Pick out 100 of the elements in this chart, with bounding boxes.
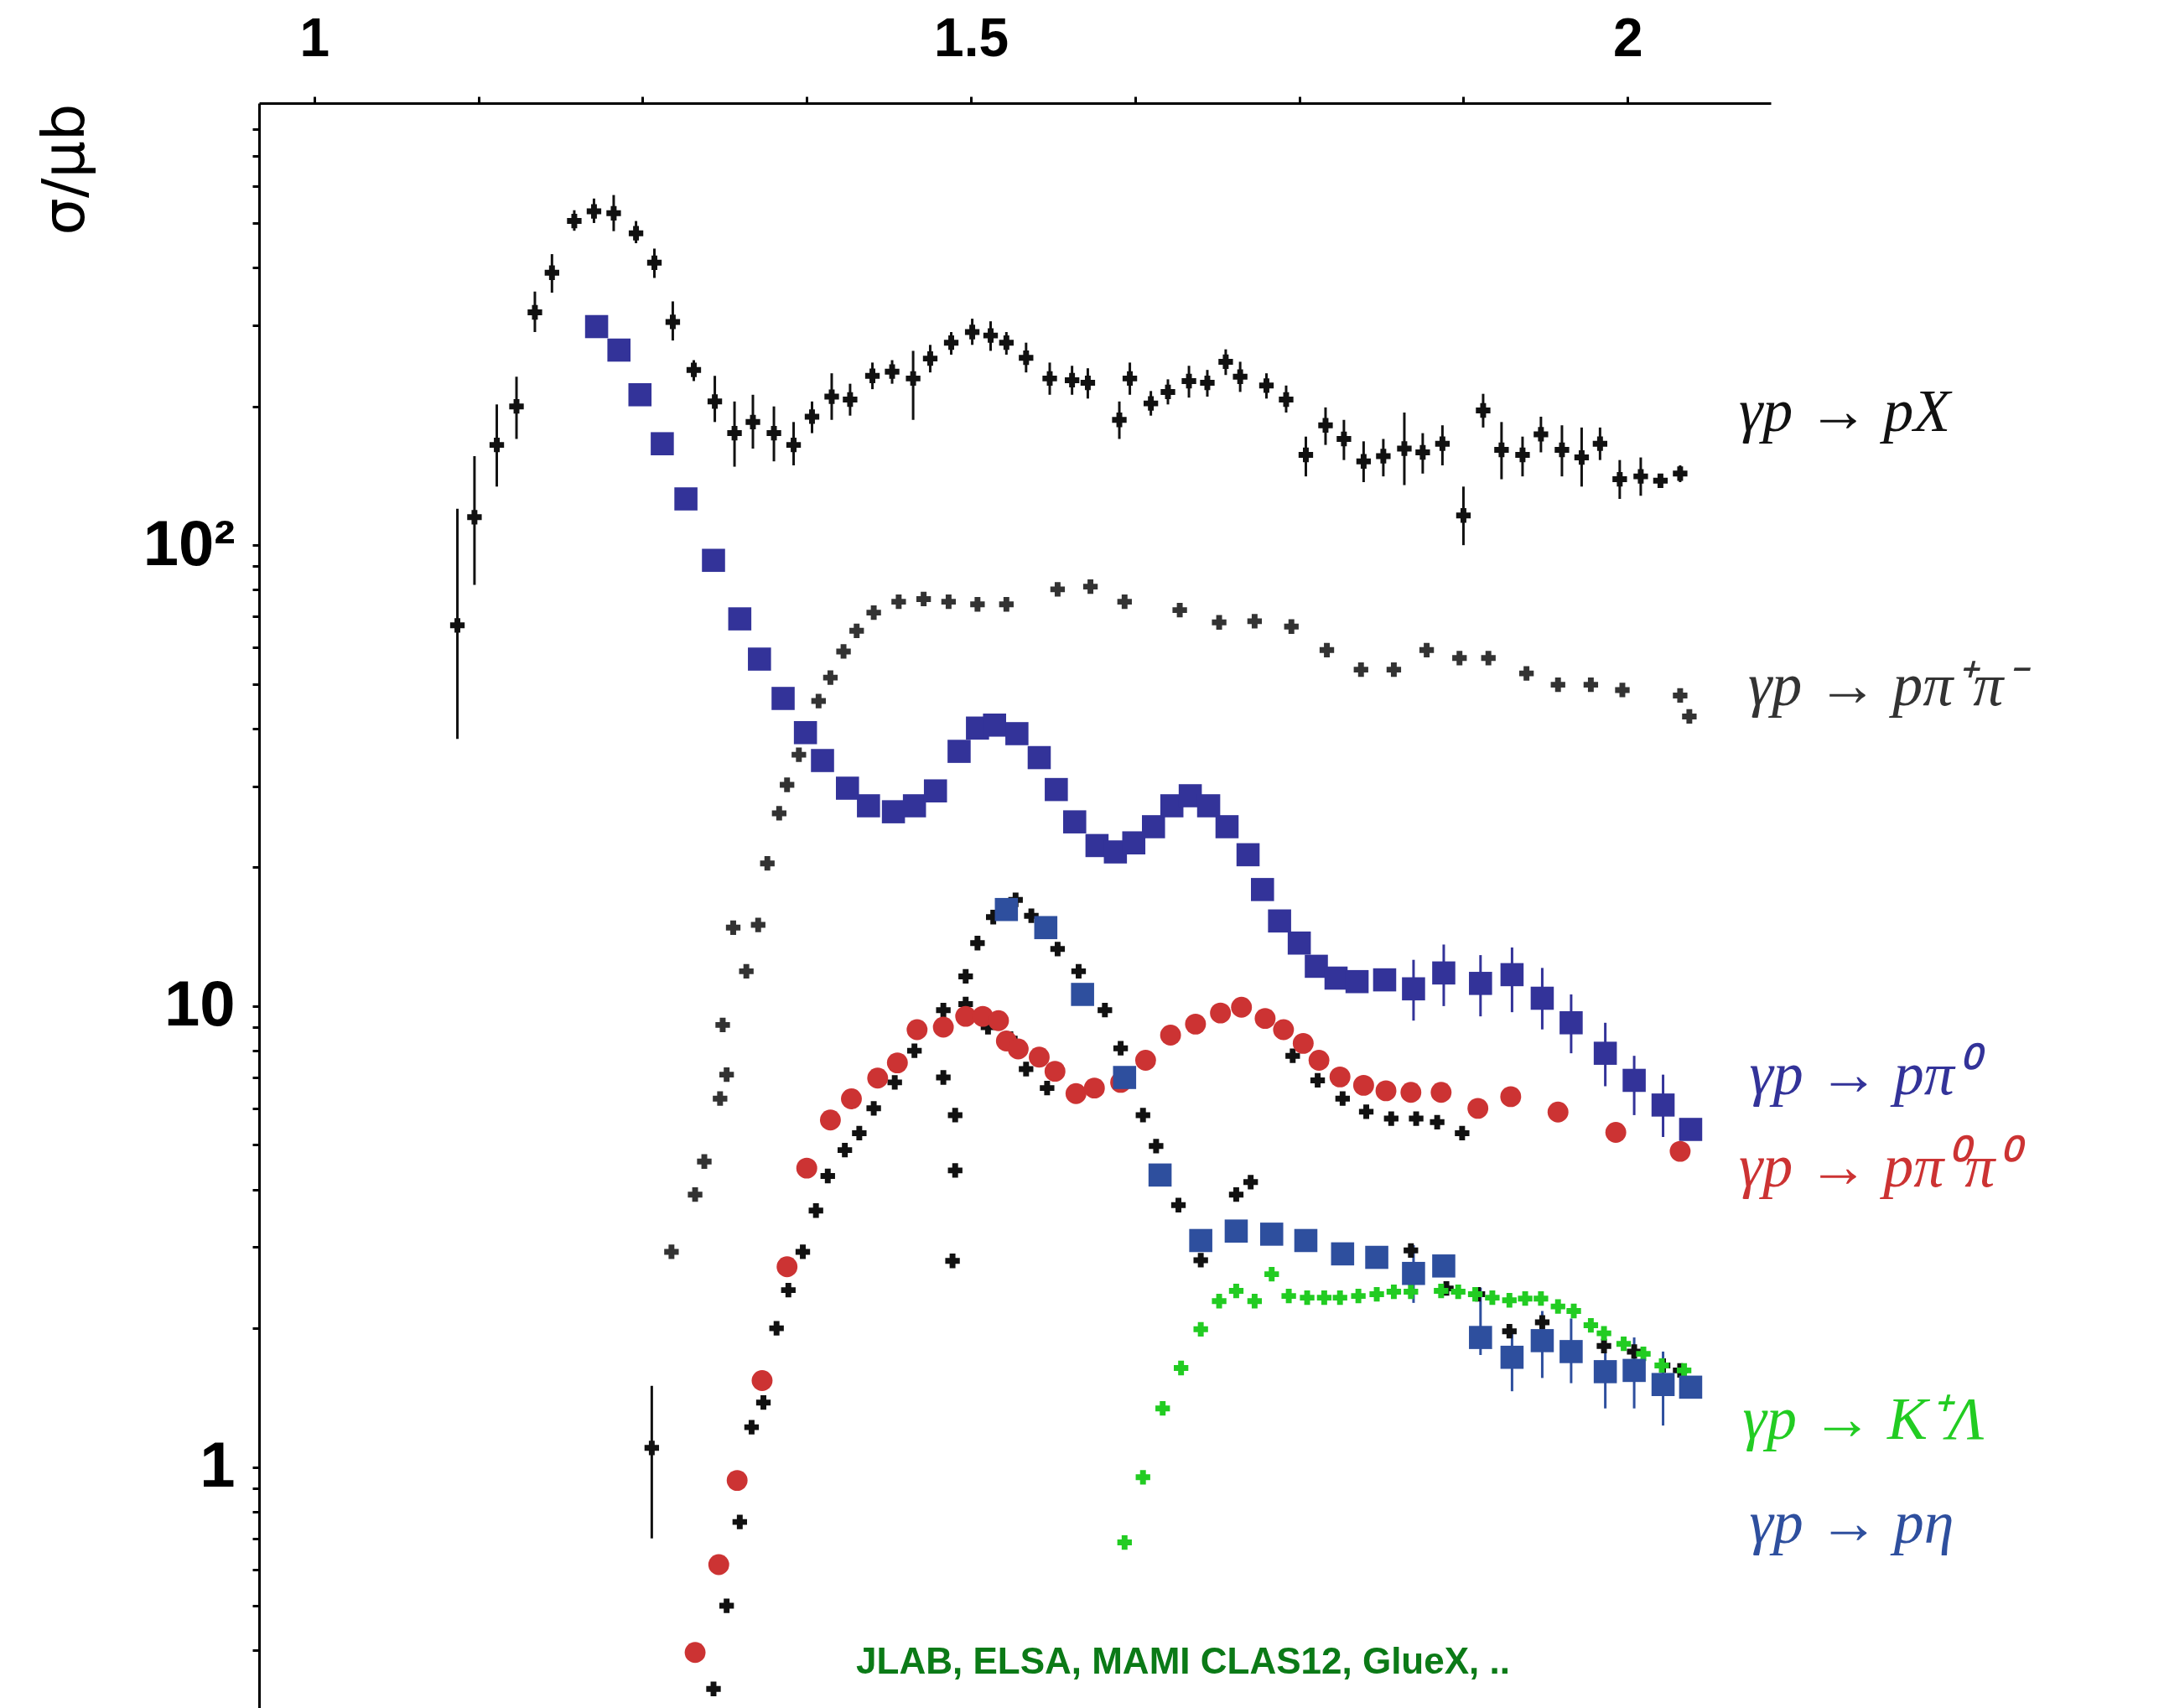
point: [739, 963, 754, 979]
point: [664, 1244, 679, 1259]
point: [1596, 1338, 1611, 1353]
point: [1224, 1219, 1248, 1243]
point: [866, 605, 881, 620]
point: [808, 1203, 823, 1218]
point: [1135, 1470, 1150, 1485]
point: [1228, 1283, 1244, 1299]
point: [1250, 878, 1274, 901]
point: [1469, 972, 1492, 995]
point: [1402, 977, 1425, 1001]
point: [1467, 1286, 1483, 1302]
point: [1071, 983, 1094, 1006]
point: [837, 1142, 853, 1158]
point: [1566, 1303, 1581, 1319]
point: [793, 720, 817, 745]
point: [1305, 954, 1328, 979]
point: [1324, 966, 1348, 990]
point: [902, 794, 926, 818]
point: [1185, 1013, 1207, 1035]
point: [1651, 1373, 1675, 1396]
point: [1019, 1062, 1034, 1077]
point: [1170, 1197, 1186, 1212]
point: [1212, 1294, 1227, 1309]
point: [1593, 1041, 1617, 1065]
point: [1550, 1299, 1565, 1314]
point: [852, 1125, 867, 1141]
point: [999, 597, 1014, 612]
series-label: γp → pX: [1738, 376, 1954, 444]
point: [771, 687, 795, 710]
point: [1210, 1002, 1232, 1024]
y-tick-label: 10²: [143, 506, 236, 579]
point: [867, 1067, 889, 1089]
point: [674, 487, 698, 511]
point: [607, 338, 631, 362]
point: [1596, 1326, 1611, 1341]
point: [841, 1088, 862, 1109]
point: [1193, 1253, 1208, 1268]
point: [760, 856, 775, 871]
point: [1040, 1080, 1055, 1096]
point: [849, 623, 864, 638]
point: [1319, 642, 1335, 657]
point: [1679, 1118, 1703, 1141]
point: [1679, 1375, 1703, 1399]
point: [750, 917, 765, 932]
point: [688, 1187, 703, 1202]
point: [1386, 1284, 1402, 1300]
point: [1329, 1066, 1351, 1088]
point: [1254, 1008, 1276, 1030]
point: [1500, 963, 1524, 987]
point: [1268, 909, 1291, 933]
point: [1172, 602, 1187, 618]
point: [1386, 662, 1402, 677]
point: [932, 1016, 954, 1038]
point: [1117, 1534, 1132, 1550]
point: [1373, 968, 1397, 992]
point: [1593, 1360, 1617, 1384]
point: [857, 794, 880, 818]
point: [1432, 1254, 1456, 1278]
point: [1332, 1290, 1347, 1306]
point: [1141, 815, 1165, 838]
point: [1316, 1290, 1332, 1306]
point: [887, 1075, 902, 1090]
point: [684, 1642, 706, 1664]
point: [1193, 1321, 1208, 1337]
point: [628, 383, 652, 407]
point: [916, 591, 932, 607]
point: [936, 1070, 951, 1085]
point: [811, 693, 826, 709]
point: [1160, 1025, 1181, 1046]
point: [1481, 651, 1496, 666]
point: [835, 776, 859, 800]
point: [1149, 1139, 1164, 1154]
point: [1212, 615, 1227, 630]
point: [1189, 1228, 1212, 1253]
point: [1353, 662, 1368, 677]
point: [947, 740, 971, 763]
point: [1550, 677, 1565, 693]
point: [1310, 1072, 1326, 1088]
series-label: γp → K⁺Λ: [1742, 1385, 1985, 1453]
point: [1044, 1061, 1066, 1082]
point: [1518, 666, 1534, 681]
y-axis-title: σ/μb: [29, 103, 98, 236]
point: [1559, 1011, 1583, 1035]
point: [751, 1370, 773, 1391]
point: [1148, 1163, 1172, 1187]
point: [994, 897, 1019, 921]
point: [1400, 1082, 1422, 1103]
point: [1622, 1068, 1646, 1093]
point: [970, 936, 985, 951]
point: [644, 1441, 660, 1456]
point: [708, 1554, 729, 1576]
point: [1050, 942, 1066, 957]
point: [781, 1282, 796, 1298]
point: [1404, 1243, 1419, 1258]
point: [719, 1598, 734, 1613]
point: [906, 1019, 928, 1041]
point: [1331, 1242, 1355, 1266]
point: [907, 1043, 922, 1058]
point: [1500, 1345, 1524, 1369]
